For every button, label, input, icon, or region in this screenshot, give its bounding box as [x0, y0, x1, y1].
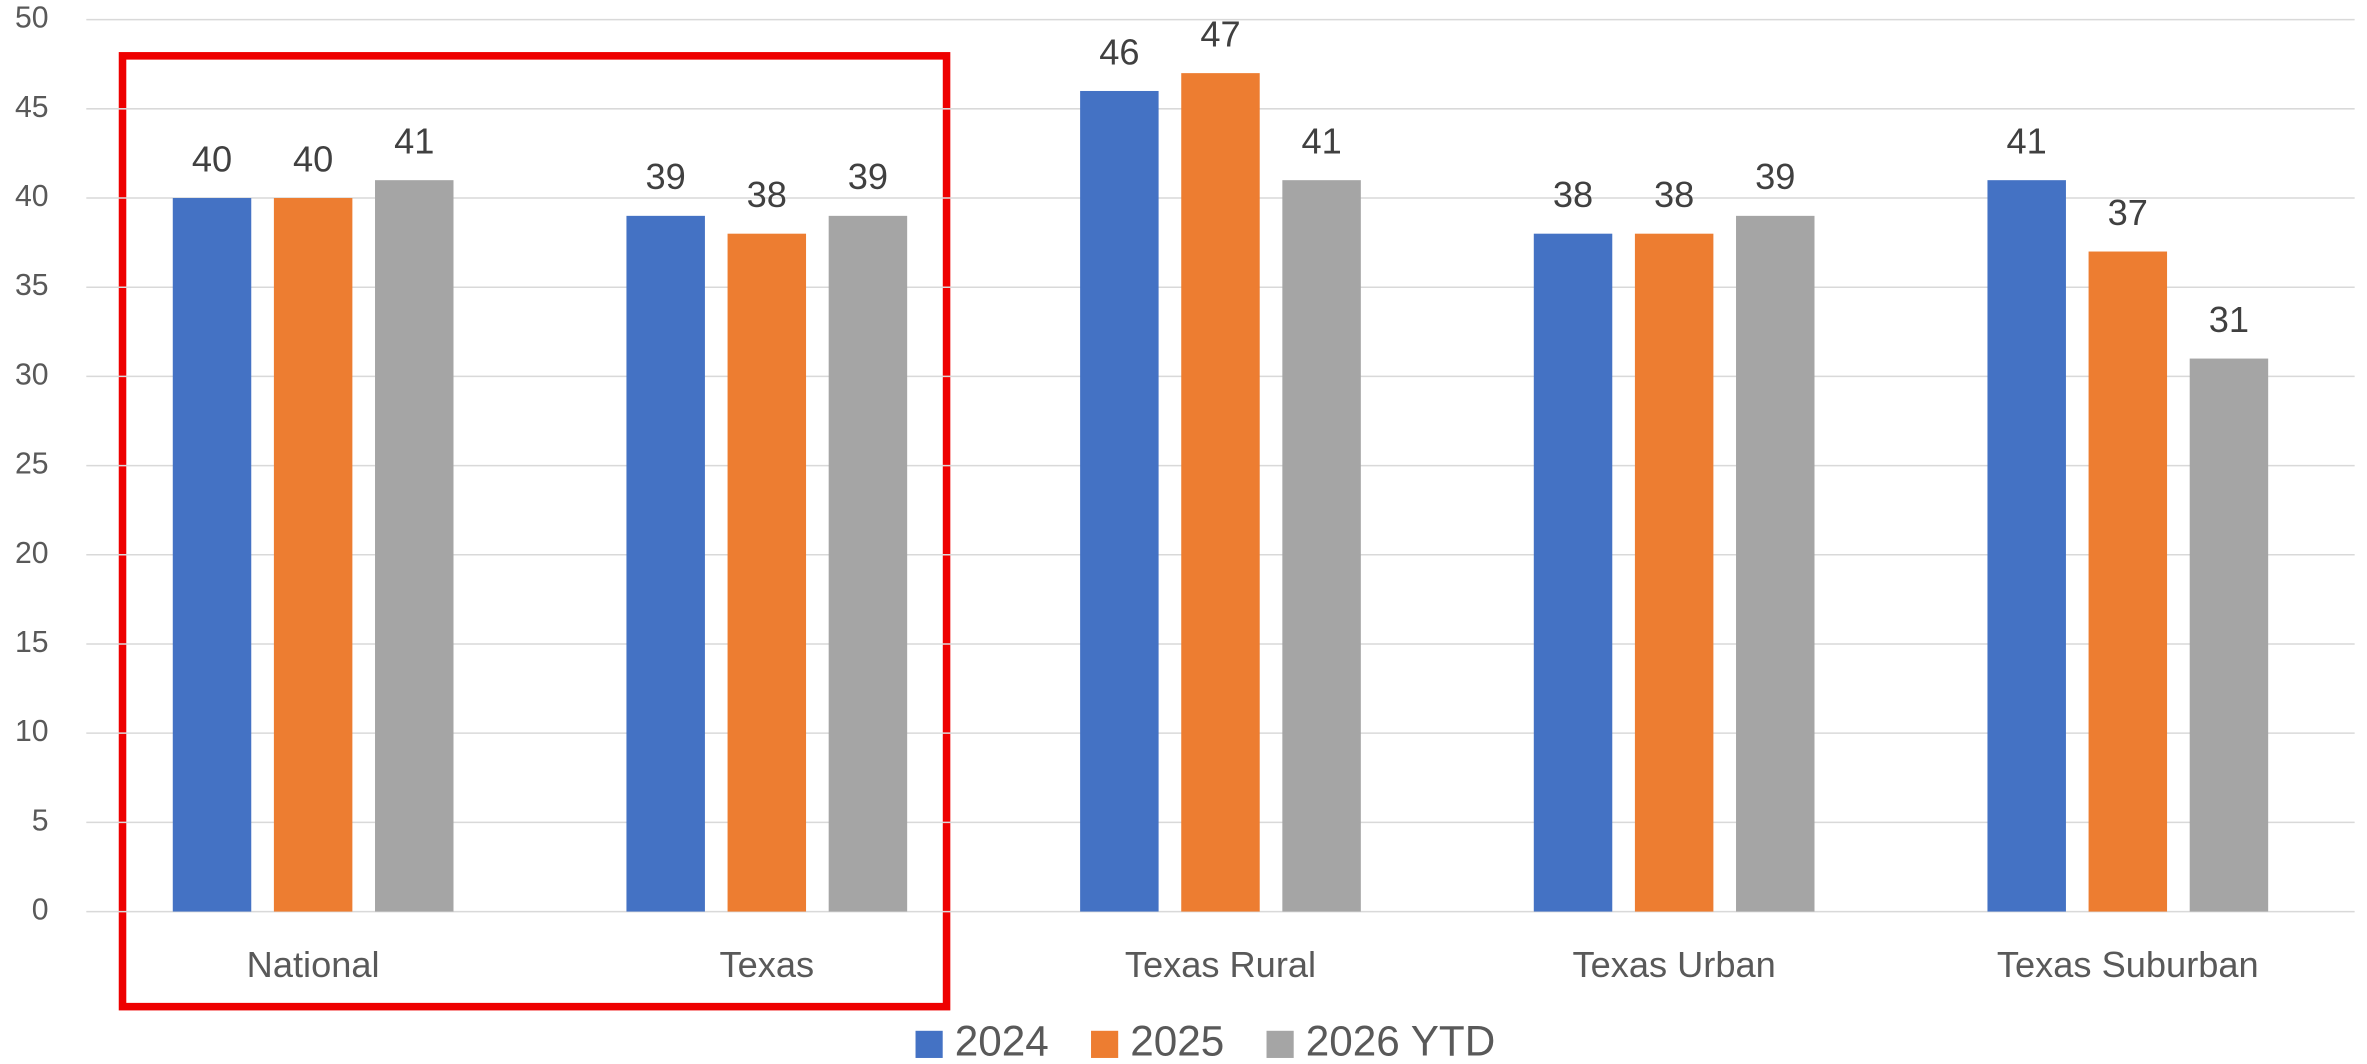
bar [2088, 251, 2168, 912]
bar [626, 215, 705, 912]
data-label: 40 [192, 138, 232, 179]
y-tick-label: 50 [15, 2, 49, 35]
data-label: 41 [394, 121, 434, 162]
bar [1181, 73, 1260, 912]
data-label: 41 [1301, 121, 1341, 162]
y-tick-label: 5 [32, 804, 49, 837]
data-label: 40 [293, 138, 333, 179]
x-tick-label: Texas Urban [1572, 944, 1775, 985]
bar [172, 198, 252, 912]
bar [1736, 215, 1815, 912]
y-tick-label: 25 [15, 448, 49, 481]
data-label: 39 [646, 156, 686, 197]
y-tick-label: 10 [15, 715, 49, 748]
y-tick-label: 20 [15, 537, 49, 570]
y-tick-label: 30 [15, 358, 49, 391]
y-tick-label: 45 [15, 91, 49, 124]
data-label: 41 [2007, 121, 2047, 162]
data-label: 39 [848, 156, 888, 197]
bar [828, 215, 908, 912]
y-tick-label: 35 [15, 269, 49, 302]
x-tick-label: Texas Rural [1125, 944, 1316, 985]
bar [727, 233, 807, 912]
bar [2189, 358, 2269, 912]
bar [1634, 233, 1714, 912]
legend-label: 2025 [1130, 1018, 1224, 1064]
legend-label: 2026 YTD [1306, 1018, 1495, 1064]
highlight-box [118, 52, 951, 1011]
y-tick-label: 0 [32, 894, 49, 927]
data-label: 46 [1099, 31, 1139, 72]
data-label: 37 [2108, 192, 2148, 233]
legend-swatch [1266, 1030, 1294, 1058]
y-tick-label: 40 [15, 180, 49, 213]
y-tick-label: 15 [15, 626, 49, 659]
data-label: 31 [2209, 299, 2249, 340]
bar [1282, 180, 1361, 912]
bar [1080, 90, 1159, 912]
data-label: 38 [1553, 174, 1593, 215]
data-label: 47 [1200, 13, 1240, 54]
data-label: 39 [1755, 156, 1795, 197]
bar [1533, 233, 1613, 912]
x-tick-label: National [247, 944, 380, 985]
bar [1987, 180, 2066, 912]
data-label: 38 [1654, 174, 1694, 215]
legend-label: 2024 [955, 1018, 1049, 1064]
bar [375, 180, 454, 912]
x-tick-label: Texas [719, 944, 814, 985]
x-tick-label: Texas Suburban [1997, 944, 2259, 985]
data-label: 38 [747, 174, 787, 215]
legend-swatch [915, 1030, 943, 1058]
legend-swatch [1091, 1030, 1119, 1058]
bar [273, 198, 353, 912]
